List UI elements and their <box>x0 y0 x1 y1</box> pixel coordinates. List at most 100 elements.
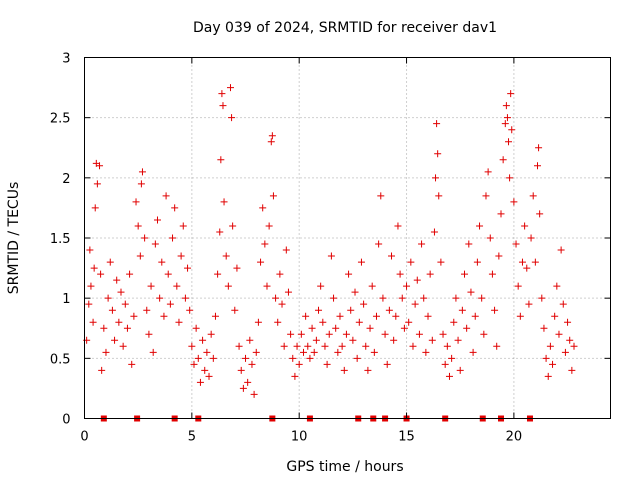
data-points <box>83 84 578 398</box>
grid-lines <box>84 57 611 419</box>
data-point <box>368 282 376 290</box>
data-point <box>478 294 486 302</box>
data-point <box>502 102 510 110</box>
data-point <box>158 258 166 266</box>
data-point <box>355 318 363 326</box>
y-tick-label: 1 <box>62 292 70 307</box>
data-point <box>268 132 276 140</box>
data-point <box>317 282 325 290</box>
data-point <box>205 372 213 380</box>
data-point <box>407 258 415 266</box>
data-point <box>295 360 303 368</box>
data-point <box>209 354 217 362</box>
data-point <box>491 306 499 314</box>
data-point <box>136 252 144 260</box>
data-point <box>192 324 200 332</box>
data-point <box>119 342 127 350</box>
data-point <box>336 312 344 320</box>
y-tick-label: 2.5 <box>50 112 71 127</box>
data-point <box>370 348 378 356</box>
data-point <box>570 342 578 350</box>
data-point <box>347 306 355 314</box>
data-point <box>463 324 471 332</box>
data-point <box>544 372 552 380</box>
data-point <box>514 282 522 290</box>
data-point <box>138 168 146 176</box>
data-point <box>493 342 501 350</box>
data-point <box>325 330 333 338</box>
data-point <box>137 180 145 188</box>
data-point <box>448 354 456 362</box>
data-point <box>422 348 430 356</box>
y-tick-label: 0.5 <box>50 352 71 367</box>
data-point <box>181 294 189 302</box>
data-point <box>362 342 370 350</box>
data-point <box>420 294 428 302</box>
data-point <box>289 354 297 362</box>
data-point <box>222 252 230 260</box>
data-point <box>219 102 227 110</box>
data-point <box>536 210 544 218</box>
data-point <box>257 258 265 266</box>
data-point <box>310 348 318 356</box>
data-point <box>89 318 97 326</box>
data-point <box>115 318 123 326</box>
data-point <box>216 228 224 236</box>
data-point <box>564 318 572 326</box>
data-point <box>126 270 134 278</box>
y-tick-label: 3 <box>62 52 70 67</box>
data-point <box>372 312 380 320</box>
data-point <box>332 324 340 332</box>
data-point <box>505 138 513 146</box>
data-point <box>377 192 385 200</box>
data-point <box>302 312 310 320</box>
data-point <box>480 330 488 338</box>
data-point <box>471 312 479 320</box>
data-point <box>434 150 442 158</box>
data-point <box>242 354 250 362</box>
data-point <box>323 360 331 368</box>
data-point <box>523 264 531 272</box>
data-point <box>244 378 252 386</box>
data-point <box>334 348 342 356</box>
data-point <box>143 306 151 314</box>
data-point <box>98 366 106 374</box>
data-point <box>274 318 282 326</box>
data-point <box>86 246 94 254</box>
data-point <box>102 348 110 356</box>
data-point <box>254 318 262 326</box>
data-point <box>308 324 316 332</box>
data-point <box>510 198 518 206</box>
data-point <box>134 222 142 230</box>
data-point <box>553 282 561 290</box>
data-point <box>211 312 219 320</box>
data-point <box>357 258 365 266</box>
data-point <box>284 288 292 296</box>
data-point <box>360 300 368 308</box>
data-point <box>184 264 192 272</box>
data-point <box>276 270 284 278</box>
y-axis-label: SRMTID / TECUs <box>6 182 22 295</box>
data-point <box>353 354 361 362</box>
data-point <box>156 294 164 302</box>
data-point <box>497 210 505 218</box>
data-point <box>306 354 314 362</box>
data-point <box>351 288 359 296</box>
data-point <box>100 324 108 332</box>
data-point <box>315 306 323 314</box>
data-point <box>542 354 550 362</box>
data-point <box>409 342 417 350</box>
data-point <box>452 294 460 302</box>
data-point <box>559 300 567 308</box>
data-point <box>433 120 441 128</box>
data-point <box>235 342 243 350</box>
data-point <box>390 336 398 344</box>
x-tick-label: 0 <box>80 430 88 445</box>
data-point <box>130 312 138 320</box>
data-point <box>403 282 411 290</box>
data-point <box>179 222 187 230</box>
data-point <box>261 240 269 248</box>
data-point <box>443 342 451 350</box>
data-point <box>540 324 548 332</box>
data-point <box>237 366 245 374</box>
